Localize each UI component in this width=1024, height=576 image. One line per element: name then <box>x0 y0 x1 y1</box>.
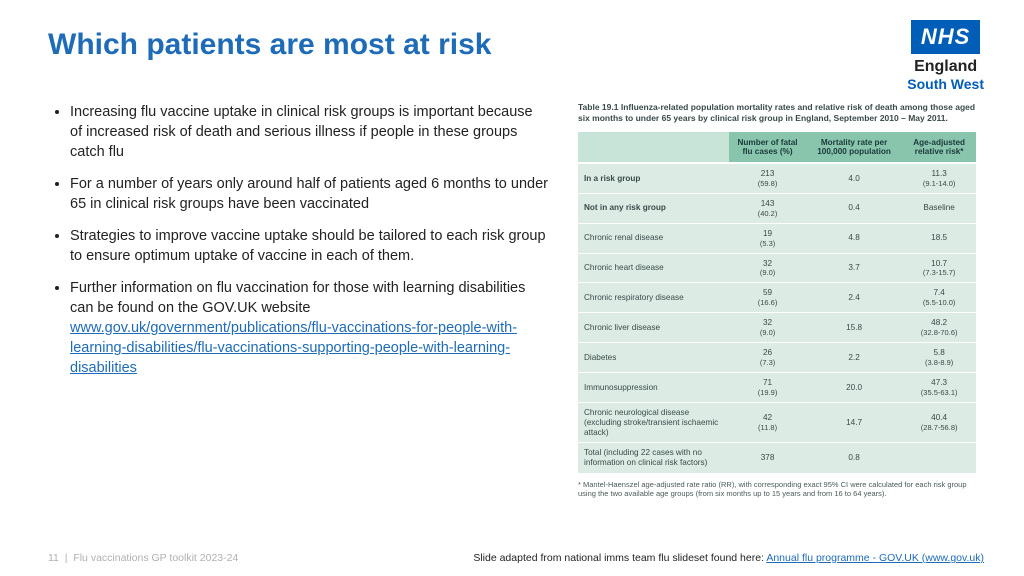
table-cell: 0.8 <box>806 443 902 474</box>
nhs-logo: NHS England South West <box>907 20 984 92</box>
footer-divider: | <box>62 552 73 564</box>
slide: NHS England South West Which patients ar… <box>0 0 1024 576</box>
credit-text: Slide adapted from national imms team fl… <box>473 552 766 564</box>
table-row: Chronic renal disease19(5.3)4.818.5 <box>578 223 976 253</box>
table-cell <box>902 443 976 474</box>
table-cell: 213(59.8) <box>729 163 806 193</box>
bullet-text: Further information on flu vaccination f… <box>70 280 525 316</box>
bullet-item: Further information on flu vaccination f… <box>70 278 548 378</box>
table-cell: 4.8 <box>806 223 902 253</box>
row-label: Immunosuppression <box>578 373 729 403</box>
table-row: Diabetes26(7.3)2.25.8(3.8-8.9) <box>578 343 976 373</box>
footer-left: 11 | Flu vaccinations GP toolkit 2023-24 <box>48 552 238 564</box>
table-cell: 7.4(5.5-10.0) <box>902 283 976 313</box>
table-footnote: * Mantel-Haenszel age-adjusted rate rati… <box>578 480 976 499</box>
table-column: Table 19.1 Influenza-related population … <box>578 102 976 499</box>
table-cell: 47.3(35.5-63.1) <box>902 373 976 403</box>
nhs-logo-england: England <box>907 58 984 76</box>
deck-title: Flu vaccinations GP toolkit 2023-24 <box>73 552 238 564</box>
table-cell: 143(40.2) <box>729 193 806 223</box>
bullet-item: For a number of years only around half o… <box>70 174 548 214</box>
table-row: Immunosuppression71(19.9)20.047.3(35.5-6… <box>578 373 976 403</box>
table-cell: 40.4(28.7-56.8) <box>902 402 976 443</box>
gov-uk-link[interactable]: www.gov.uk/government/publications/flu-v… <box>70 320 517 376</box>
table-header: Number of fatal flu cases (%) <box>729 132 806 163</box>
table-cell: 18.5 <box>902 223 976 253</box>
table-row: Chronic liver disease32(9.0)15.848.2(32.… <box>578 313 976 343</box>
credit-link[interactable]: Annual flu programme - GOV.UK (www.gov.u… <box>766 552 984 564</box>
table-row: In a risk group213(59.8)4.011.3(9.1-14.0… <box>578 163 976 193</box>
table-header <box>578 132 729 163</box>
table-cell: 71(19.9) <box>729 373 806 403</box>
table-cell: 59(16.6) <box>729 283 806 313</box>
slide-footer: 11 | Flu vaccinations GP toolkit 2023-24… <box>48 552 984 564</box>
table-cell: 10.7(7.3-15.7) <box>902 253 976 283</box>
table-cell: 32(9.0) <box>729 313 806 343</box>
table-cell: 2.4 <box>806 283 902 313</box>
table-cell: 5.8(3.8-8.9) <box>902 343 976 373</box>
slide-title: Which patients are most at risk <box>48 28 976 62</box>
table-cell: 20.0 <box>806 373 902 403</box>
row-label: Diabetes <box>578 343 729 373</box>
table-cell: 14.7 <box>806 402 902 443</box>
table-row: Total (including 22 cases with no inform… <box>578 443 976 474</box>
table-cell: 26(7.3) <box>729 343 806 373</box>
row-label: Total (including 22 cases with no inform… <box>578 443 729 474</box>
table-row: Not in any risk group143(40.2)0.4Baselin… <box>578 193 976 223</box>
row-label: Not in any risk group <box>578 193 729 223</box>
table-cell: 32(9.0) <box>729 253 806 283</box>
row-label: Chronic neurological disease (excluding … <box>578 402 729 443</box>
table-cell: 378 <box>729 443 806 474</box>
bullet-item: Strategies to improve vaccine uptake sho… <box>70 226 548 266</box>
risk-table: Number of fatal flu cases (%) Mortality … <box>578 132 976 474</box>
nhs-logo-southwest: South West <box>907 76 984 92</box>
table-header: Age-adjusted relative risk* <box>902 132 976 163</box>
row-label: Chronic liver disease <box>578 313 729 343</box>
table-cell: 4.0 <box>806 163 902 193</box>
table-cell: 42(11.8) <box>729 402 806 443</box>
table-cell: 0.4 <box>806 193 902 223</box>
row-label: Chronic renal disease <box>578 223 729 253</box>
row-label: In a risk group <box>578 163 729 193</box>
table-row: Chronic neurological disease (excluding … <box>578 402 976 443</box>
table-cell: 2.2 <box>806 343 902 373</box>
bullet-text: Increasing flu vaccine uptake in clinica… <box>70 104 533 160</box>
bullet-column: Increasing flu vaccine uptake in clinica… <box>48 102 548 499</box>
bullet-text: For a number of years only around half o… <box>70 176 548 212</box>
table-cell: 3.7 <box>806 253 902 283</box>
table-row: Chronic heart disease32(9.0)3.710.7(7.3-… <box>578 253 976 283</box>
bullet-list: Increasing flu vaccine uptake in clinica… <box>48 102 548 378</box>
nhs-logo-box: NHS <box>911 20 980 54</box>
footer-right: Slide adapted from national imms team fl… <box>473 552 984 564</box>
bullet-item: Increasing flu vaccine uptake in clinica… <box>70 102 548 162</box>
row-label: Chronic heart disease <box>578 253 729 283</box>
table-cell: 19(5.3) <box>729 223 806 253</box>
table-row: Chronic respiratory disease59(16.6)2.47.… <box>578 283 976 313</box>
table-cell: Baseline <box>902 193 976 223</box>
table-cell: 11.3(9.1-14.0) <box>902 163 976 193</box>
table-cell: 15.8 <box>806 313 902 343</box>
row-label: Chronic respiratory disease <box>578 283 729 313</box>
table-caption: Table 19.1 Influenza-related population … <box>578 102 976 124</box>
page-number: 11 <box>48 552 59 564</box>
table-cell: 48.2(32.8-70.6) <box>902 313 976 343</box>
table-header-row: Number of fatal flu cases (%) Mortality … <box>578 132 976 163</box>
table-header: Mortality rate per 100,000 population <box>806 132 902 163</box>
bullet-text: Strategies to improve vaccine uptake sho… <box>70 228 546 264</box>
slide-body: Increasing flu vaccine uptake in clinica… <box>48 102 976 499</box>
